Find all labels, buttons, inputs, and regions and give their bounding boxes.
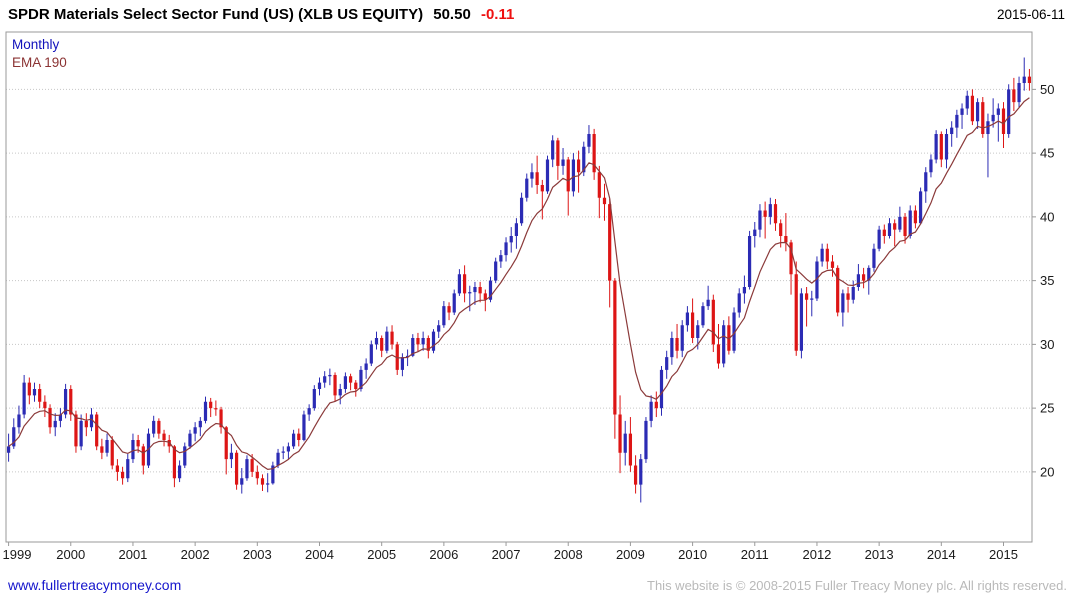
svg-text:30: 30 <box>1040 337 1054 352</box>
footer-link[interactable]: www.fullertreacymoney.com <box>8 577 182 593</box>
svg-text:2000: 2000 <box>56 547 85 562</box>
svg-text:2003: 2003 <box>243 547 272 562</box>
svg-text:2012: 2012 <box>802 547 831 562</box>
last-price: 50.50 <box>433 6 471 23</box>
copyright-text: This website is © 2008-2015 Fuller Treac… <box>647 577 1067 593</box>
timeframe-label: Monthly <box>12 37 60 52</box>
plot-area-wrapper: 20 25 30 35 40 45 50 1999 2000 2001 2002 2003 2004 20… <box>0 28 1075 570</box>
svg-text:2008: 2008 <box>554 547 583 562</box>
svg-text:2015: 2015 <box>989 547 1018 562</box>
chart-legend: Monthly EMA 190 <box>12 36 67 72</box>
svg-text:45: 45 <box>1040 146 1054 161</box>
svg-text:2002: 2002 <box>181 547 210 562</box>
chart-header: SPDR Materials Select Sector Fund (US) (… <box>0 0 1075 28</box>
svg-text:2007: 2007 <box>492 547 521 562</box>
chart-footer: www.fullertreacymoney.com This website i… <box>0 570 1075 600</box>
svg-text:2006: 2006 <box>429 547 458 562</box>
svg-text:2009: 2009 <box>616 547 645 562</box>
page-title: SPDR Materials Select Sector Fund (US) (… <box>8 6 514 23</box>
svg-text:2011: 2011 <box>741 547 769 562</box>
svg-text:25: 25 <box>1040 401 1054 416</box>
price-chart[interactable]: 20 25 30 35 40 45 50 1999 2000 2001 2002 2003 2004 20… <box>0 28 1075 570</box>
instrument-title: SPDR Materials Select Sector Fund (US) (… <box>8 6 424 23</box>
svg-text:2005: 2005 <box>367 547 396 562</box>
svg-text:40: 40 <box>1040 209 1054 224</box>
svg-text:50: 50 <box>1040 82 1054 97</box>
chart-date: 2015-06-11 <box>996 7 1065 22</box>
svg-text:2013: 2013 <box>865 547 894 562</box>
svg-text:2010: 2010 <box>678 547 707 562</box>
ema-label: EMA 190 <box>12 55 67 70</box>
svg-text:20: 20 <box>1040 464 1054 479</box>
svg-text:35: 35 <box>1040 273 1054 288</box>
svg-text:1999: 1999 <box>3 547 32 562</box>
svg-text:2001: 2001 <box>118 547 147 562</box>
svg-text:2004: 2004 <box>305 547 334 562</box>
svg-text:2014: 2014 <box>927 547 956 562</box>
price-change: -0.11 <box>480 6 515 23</box>
